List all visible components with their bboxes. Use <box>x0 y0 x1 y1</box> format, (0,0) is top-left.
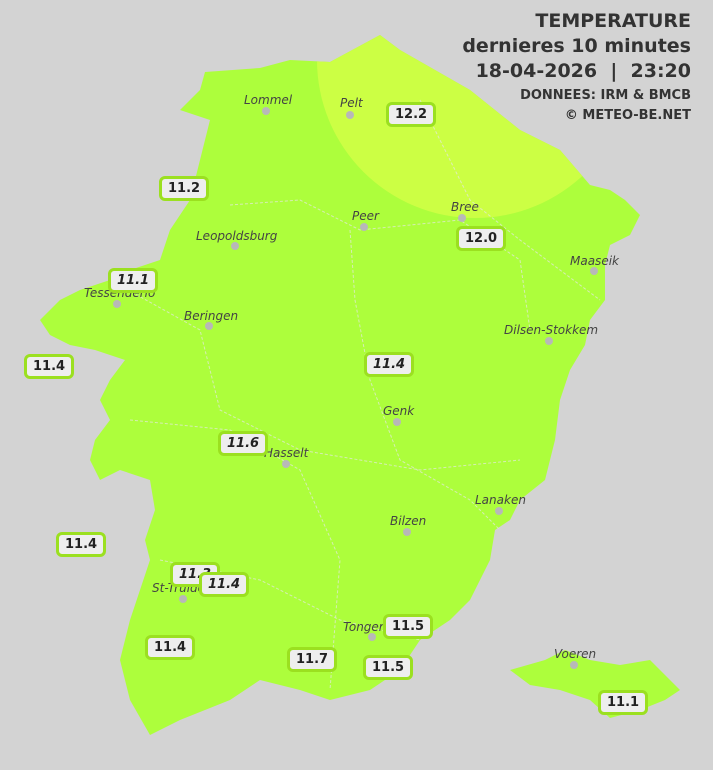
city-dot <box>113 300 121 308</box>
temp-label: 11.4 <box>145 635 196 660</box>
copyright: © METEO-BE.NET <box>564 108 691 123</box>
temp-label: 11.4 <box>24 354 75 379</box>
city-dot <box>403 528 411 536</box>
city-bree: Bree <box>451 200 479 214</box>
city-dot <box>570 661 578 669</box>
temp-label: 12.2 <box>386 102 437 127</box>
city-dot <box>368 633 376 641</box>
city-dot <box>458 214 466 222</box>
city-dot <box>262 107 270 115</box>
temp-label: 11.1 <box>108 268 159 293</box>
city-dot <box>495 507 503 515</box>
city-bilzen: Bilzen <box>390 514 427 528</box>
city-dot <box>545 337 553 345</box>
map-title: TEMPERATURE <box>535 10 691 32</box>
temp-label: 11.4 <box>56 532 107 557</box>
temp-label: 11.1 <box>598 690 649 715</box>
city-dilsen-stokkem: Dilsen-Stokkem <box>504 323 599 337</box>
city-genk: Genk <box>383 404 415 418</box>
city-pelt: Pelt <box>340 96 363 110</box>
city-maaseik: Maaseik <box>570 254 619 268</box>
city-peer: Peer <box>352 209 379 223</box>
city-leopoldsburg: Leopoldsburg <box>196 229 278 243</box>
city-dot <box>393 418 401 426</box>
city-dot <box>360 223 368 231</box>
city-voeren: Voeren <box>554 647 597 661</box>
map-subtitle: dernieres 10 minutes <box>462 35 691 57</box>
temp-label: 11.4 <box>199 572 250 597</box>
temp-label: 11.6 <box>218 431 269 456</box>
city-dot <box>590 267 598 275</box>
city-hasselt: Hasselt <box>264 446 309 460</box>
map-datetime: 18-04-2026 | 23:20 <box>475 60 691 82</box>
city-dot <box>205 322 213 330</box>
city-dot <box>179 595 187 603</box>
city-dot <box>346 111 354 119</box>
city-lanaken: Lanaken <box>475 493 526 507</box>
temp-label: 11.2 <box>159 176 210 201</box>
temp-label: 11.5 <box>363 655 414 680</box>
data-source: DONNEES: IRM & BMCB <box>520 88 691 103</box>
temp-label: 11.4 <box>364 352 415 377</box>
temp-label: 12.0 <box>456 226 507 251</box>
city-dot <box>282 460 290 468</box>
city-lommel: Lommel <box>244 93 293 107</box>
temp-label: 11.5 <box>383 614 434 639</box>
city-beringen: Beringen <box>184 309 239 323</box>
city-dot <box>231 242 239 250</box>
temp-label: 11.7 <box>287 647 338 672</box>
